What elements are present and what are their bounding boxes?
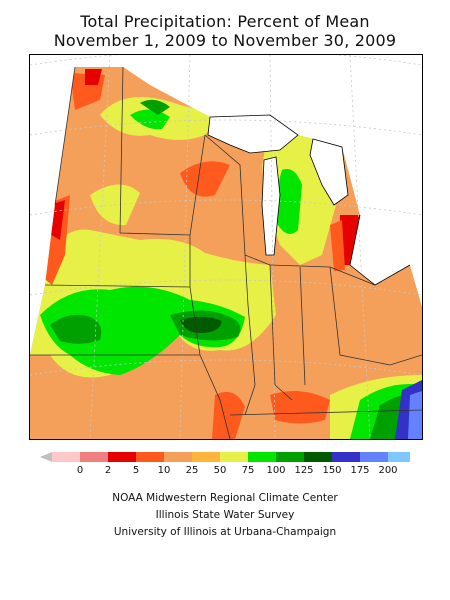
lake-michigan: [262, 157, 280, 255]
legend-swatch: [332, 452, 360, 462]
graticule: [30, 55, 422, 439]
legend-tick-label: 2: [104, 465, 112, 476]
legend-swatch: [192, 452, 220, 462]
legend-tick-label: 5: [132, 465, 140, 476]
credit-line-1: NOAA Midwestern Regional Climate Center: [112, 492, 338, 504]
legend-swatch: [304, 452, 332, 462]
legend-swatch: [276, 452, 304, 462]
legend-swatch: [220, 452, 248, 462]
state-boundaries: [30, 66, 422, 439]
legend-tick-label: 10: [157, 465, 171, 476]
lake-superior: [208, 115, 298, 153]
credit-line-2: Illinois State Water Survey: [155, 509, 295, 521]
coastline: [207, 114, 411, 286]
legend-tick-label: 125: [294, 465, 314, 476]
legend-tick-label: 175: [350, 465, 370, 476]
legend-tick-label: 0: [76, 465, 84, 476]
legend-swatch: [360, 452, 388, 462]
legend-swatch: [80, 452, 108, 462]
legend-arrow-left: [40, 452, 52, 462]
legend-swatch: [248, 452, 276, 462]
legend-swatch: [52, 452, 80, 462]
map-title: Total Precipitation: Percent of Mean: [80, 12, 370, 31]
credit-line-3: University of Illinois at Urbana-Champai…: [113, 526, 337, 538]
legend-swatch: [108, 452, 136, 462]
legend-tick-label: 50: [213, 465, 227, 476]
map-date-range: November 1, 2009 to November 30, 2009: [53, 31, 397, 50]
legend-swatch: [136, 452, 164, 462]
legend-tick-label: 25: [185, 465, 199, 476]
legend-tick-label: 100: [266, 465, 286, 476]
legend-swatch: [388, 452, 416, 462]
legend-tick-label: 200: [378, 465, 398, 476]
precipitation-map: [29, 54, 423, 440]
legend-tick-label: 150: [322, 465, 342, 476]
legend-swatch: [164, 452, 192, 462]
legend-tick-label: 75: [241, 465, 255, 476]
lake-huron: [310, 139, 348, 205]
